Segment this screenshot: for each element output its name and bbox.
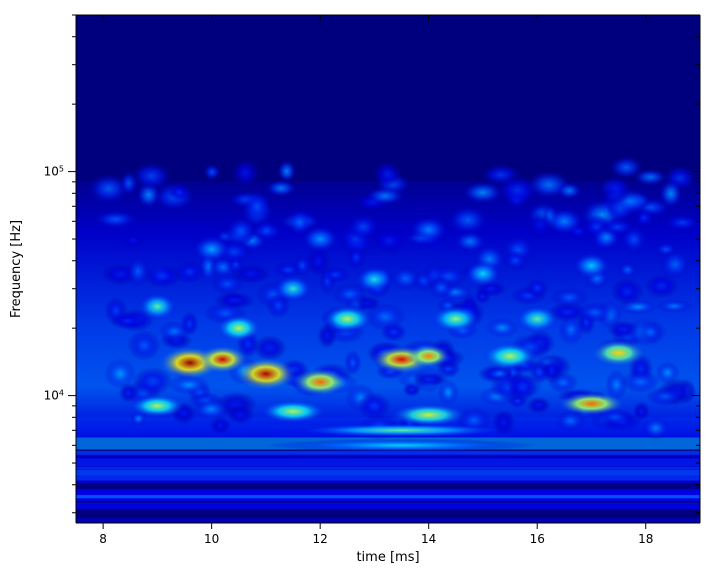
spectrogram-chart: 8 10 12 14 16 18 104 105 time [ms] Frequency [Hz] bbox=[0, 0, 718, 577]
heatmap-data bbox=[76, 156, 701, 527]
y-axis-label: Frequency [Hz] bbox=[9, 220, 24, 318]
y-tick-label: 104 bbox=[44, 388, 64, 403]
x-tick-label: 16 bbox=[530, 532, 545, 546]
x-tick-label: 18 bbox=[638, 532, 653, 546]
x-axis-label: time [ms] bbox=[356, 550, 419, 565]
x-tick-label: 12 bbox=[313, 532, 328, 546]
x-tick-label: 14 bbox=[421, 532, 436, 546]
chart-svg: 8 10 12 14 16 18 104 105 time [ms] Frequency [Hz] bbox=[0, 0, 718, 577]
y-tick-label: 105 bbox=[44, 164, 64, 179]
x-tick-label: 10 bbox=[204, 532, 219, 546]
x-tick-label: 8 bbox=[99, 532, 107, 546]
